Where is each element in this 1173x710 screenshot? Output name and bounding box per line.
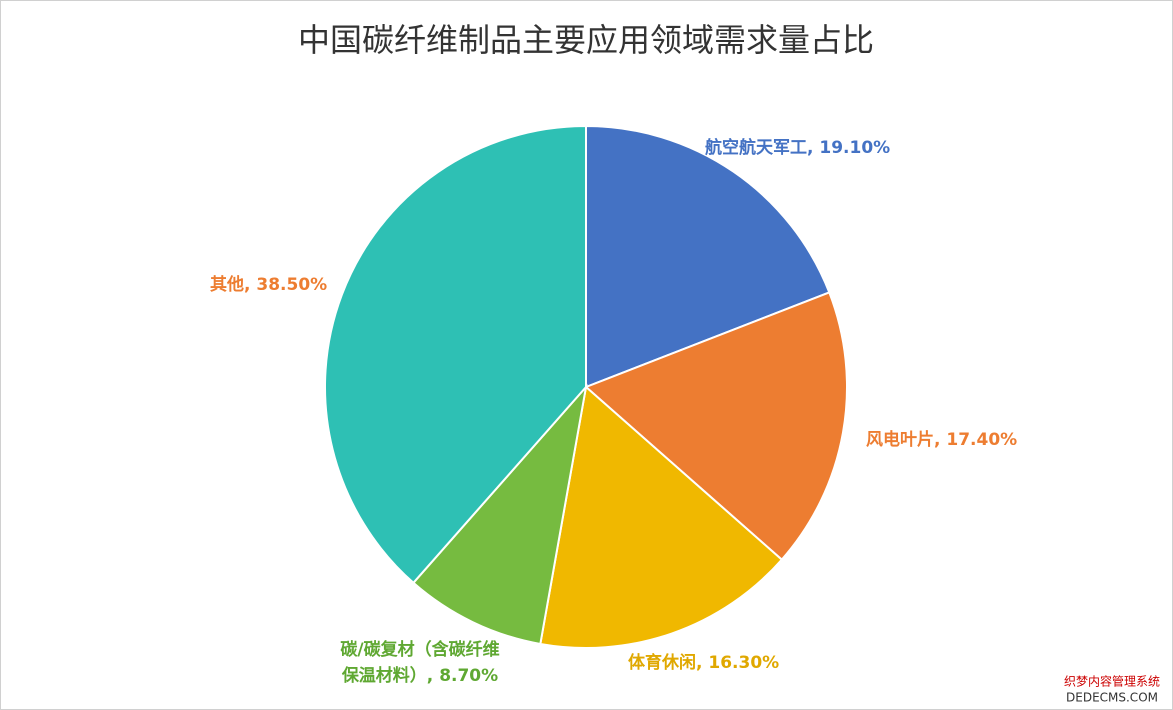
pie-slice [324, 124, 587, 585]
watermark-box [1056, 672, 1168, 706]
pie-slice [585, 124, 831, 389]
data-label: 碳/碳复材（含碳纤维保温材料）, 8.70% [340, 639, 499, 686]
data-label: 体育休闲, 16.30% [628, 652, 779, 673]
watermark-text: DEDECMS.COM [1066, 691, 1158, 705]
data-label: 其他, 38.50% [210, 274, 327, 295]
pie-slice [411, 383, 588, 646]
watermark-text: 织梦内容管理系统 [1064, 674, 1160, 689]
data-label: 航空航天军工, 19.10% [705, 137, 890, 158]
pie-slice [539, 385, 784, 649]
data-label: 风电叶片, 17.40% [866, 429, 1017, 450]
pie-slice [584, 291, 848, 562]
chart-title: 中国碳纤维制品主要应用领域需求量占比 [298, 21, 874, 59]
